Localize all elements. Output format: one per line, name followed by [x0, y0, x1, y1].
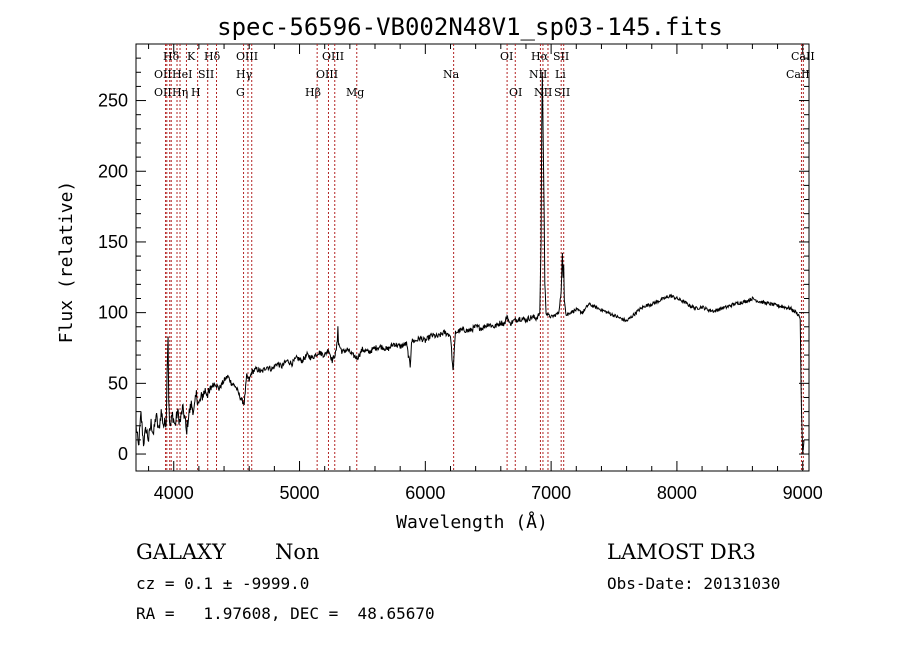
- label-sii-1: SII: [553, 50, 569, 63]
- label-caii-1: CaII: [791, 50, 815, 63]
- obs-date: Obs-Date: 20131030: [607, 574, 780, 593]
- y-tick-label-250: 250: [98, 91, 128, 111]
- line-marks: [165, 44, 804, 471]
- x-tick-label-5000: 5000: [280, 483, 320, 503]
- plot-frame: [135, 43, 810, 472]
- label-g: G: [236, 86, 245, 99]
- x-tick-label-4000: 4000: [154, 483, 194, 503]
- line-labels: Hδ K Hδ OIII OIII OI Hα SII CaII OII HeI…: [154, 50, 815, 99]
- label-hgamma: Hγ: [236, 68, 253, 81]
- label-oiii-1: OIII: [236, 50, 258, 63]
- label-oi-2: OI: [509, 86, 522, 99]
- label-h: H: [191, 86, 201, 99]
- x-axis-label: Wavelength (Å): [396, 511, 548, 533]
- y-tick-label-150: 150: [98, 232, 128, 252]
- label-hdelta-1: Hδ: [163, 50, 180, 63]
- y-tick-label-0: 0: [118, 444, 128, 464]
- label-mg: Mg: [346, 86, 364, 99]
- label-nii-2: NII: [534, 86, 552, 99]
- label-li: Li: [555, 68, 566, 81]
- y-axis: 0 50 100 150 200 250: [98, 57, 809, 464]
- object-class: GALAXY: [136, 540, 227, 564]
- label-sii-2: SII: [198, 68, 214, 81]
- x-axis: 4000 5000 6000 7000 8000 9000: [148, 44, 823, 503]
- y-tick-label-100: 100: [98, 303, 128, 323]
- x-tick-label-8000: 8000: [657, 483, 697, 503]
- label-caii-2: CaII: [786, 68, 810, 81]
- label-hei: HeI: [172, 68, 192, 81]
- label-nii-1: NII: [529, 68, 547, 81]
- label-heta: Hη: [172, 86, 188, 99]
- spectrum-line: [135, 71, 805, 455]
- label-oiii-3: OIII: [316, 68, 338, 81]
- redshift-cz: cz = 0.1 ± -9999.0: [136, 574, 309, 593]
- label-k: K: [187, 50, 196, 63]
- label-oi-1: OI: [500, 50, 513, 63]
- y-tick-label-50: 50: [108, 373, 128, 393]
- label-hdelta-2: Hδ: [204, 50, 221, 63]
- label-na: Na: [443, 68, 460, 81]
- ra-dec: RA = 1.97608, DEC = 48.65670: [136, 604, 435, 623]
- label-oii-1: OII: [154, 68, 172, 81]
- label-oii-2: OII: [154, 86, 172, 99]
- label-hbeta: Hβ: [305, 86, 321, 99]
- label-halpha: Hα: [531, 50, 549, 63]
- footer-info: GALAXY Non LAMOST DR3 cz = 0.1 ± -9999.0…: [136, 540, 780, 623]
- y-tick-label-200: 200: [98, 161, 128, 181]
- survey-name: LAMOST DR3: [607, 540, 756, 564]
- x-tick-label-6000: 6000: [405, 483, 445, 503]
- object-subclass: Non: [275, 540, 320, 564]
- chart-title: spec-56596-VB002N48V1_sp03-145.fits: [217, 13, 723, 41]
- x-tick-label-9000: 9000: [783, 483, 823, 503]
- x-tick-label-7000: 7000: [531, 483, 571, 503]
- label-oiii-2: OIII: [322, 50, 344, 63]
- y-axis-label: Flux (relative): [56, 181, 77, 344]
- label-sii-3: SII: [554, 86, 570, 99]
